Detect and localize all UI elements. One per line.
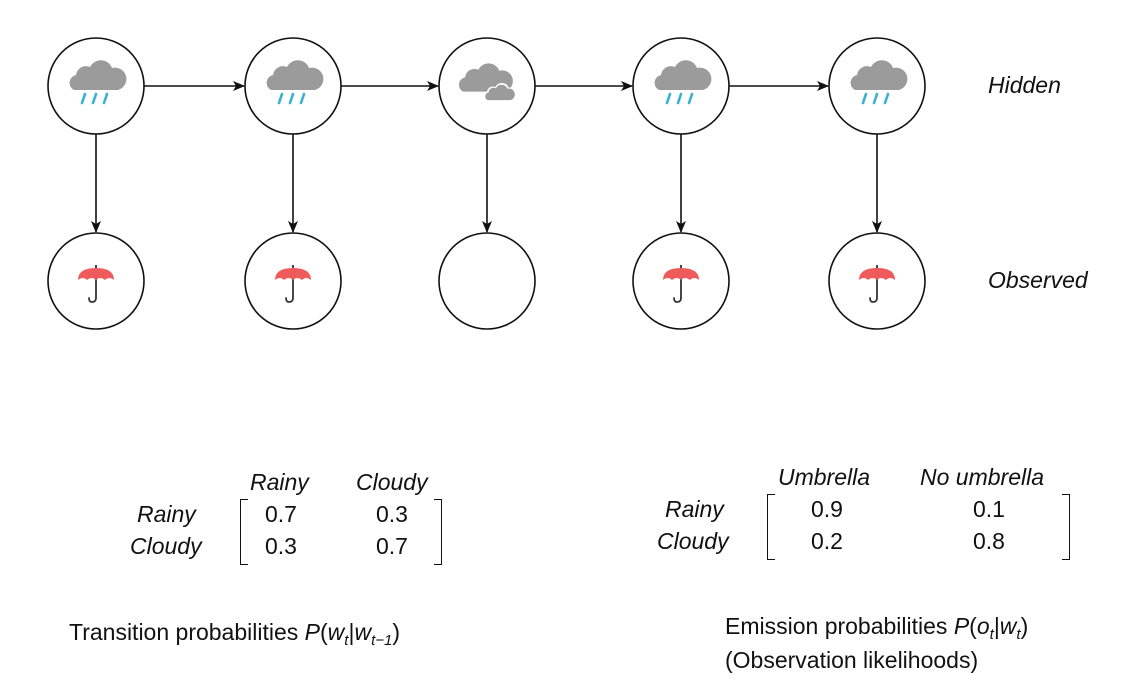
emission-cell: 0.8 [973,528,1005,554]
hidden-node [438,37,536,135]
hidden-node [632,37,730,135]
emission-right-bracket [1062,494,1070,560]
emission-col-header-no-umbrella: No umbrella [920,464,1044,490]
transition-formula: P(wt|wt−1) [304,619,401,649]
transition-col-header-rainy: Rainy [250,469,309,495]
transition-cell: 0.3 [265,533,297,559]
observed-layer-label: Observed [988,267,1088,293]
hidden-node [47,37,145,135]
umbrella-icon [859,265,895,303]
emission-cell: 0.9 [811,496,843,522]
umbrella-icon [275,265,311,303]
emission-caption-line2: (Observation likelihoods) [725,647,979,674]
rainy-icon [850,60,908,105]
transition-row-header-cloudy: Cloudy [130,533,202,559]
emission-cell: 0.2 [811,528,843,554]
hidden-node [828,37,926,135]
umbrella-icon [663,265,699,303]
rainy-icon [69,60,127,105]
rainy-icon [266,60,324,105]
hidden-layer-label: Hidden [988,72,1061,98]
observed-node [632,232,730,330]
umbrella-icon [78,265,114,303]
emission-left-bracket [767,494,775,560]
emission-cell: 0.1 [973,496,1005,522]
observed-node [244,232,342,330]
observed-node [828,232,926,330]
transition-right-bracket [434,499,442,565]
transition-cell: 0.7 [376,533,408,559]
observed-node [47,232,145,330]
transition-left-bracket [240,499,248,565]
cloudy-icon [458,63,518,101]
emission-caption: Emission probabilities P(ot|wt) (Observa… [725,611,1028,676]
observed-node [438,232,536,330]
transition-cell: 0.3 [376,501,408,527]
transition-caption: Transition probabilities P(wt|wt−1) [69,617,400,651]
rainy-icon [654,60,712,105]
emission-row-header-cloudy: Cloudy [657,528,729,554]
hidden-node [244,37,342,135]
emission-row-header-rainy: Rainy [665,496,724,522]
transition-caption-text: Transition probabilities [69,619,299,645]
transition-col-header-cloudy: Cloudy [356,469,428,495]
transition-cell: 0.7 [265,501,297,527]
emission-col-header-umbrella: Umbrella [778,464,871,490]
emission-caption-text: Emission probabilities [725,613,948,639]
emission-formula: P(ot|wt) [953,613,1029,643]
transition-row-header-rainy: Rainy [137,501,196,527]
